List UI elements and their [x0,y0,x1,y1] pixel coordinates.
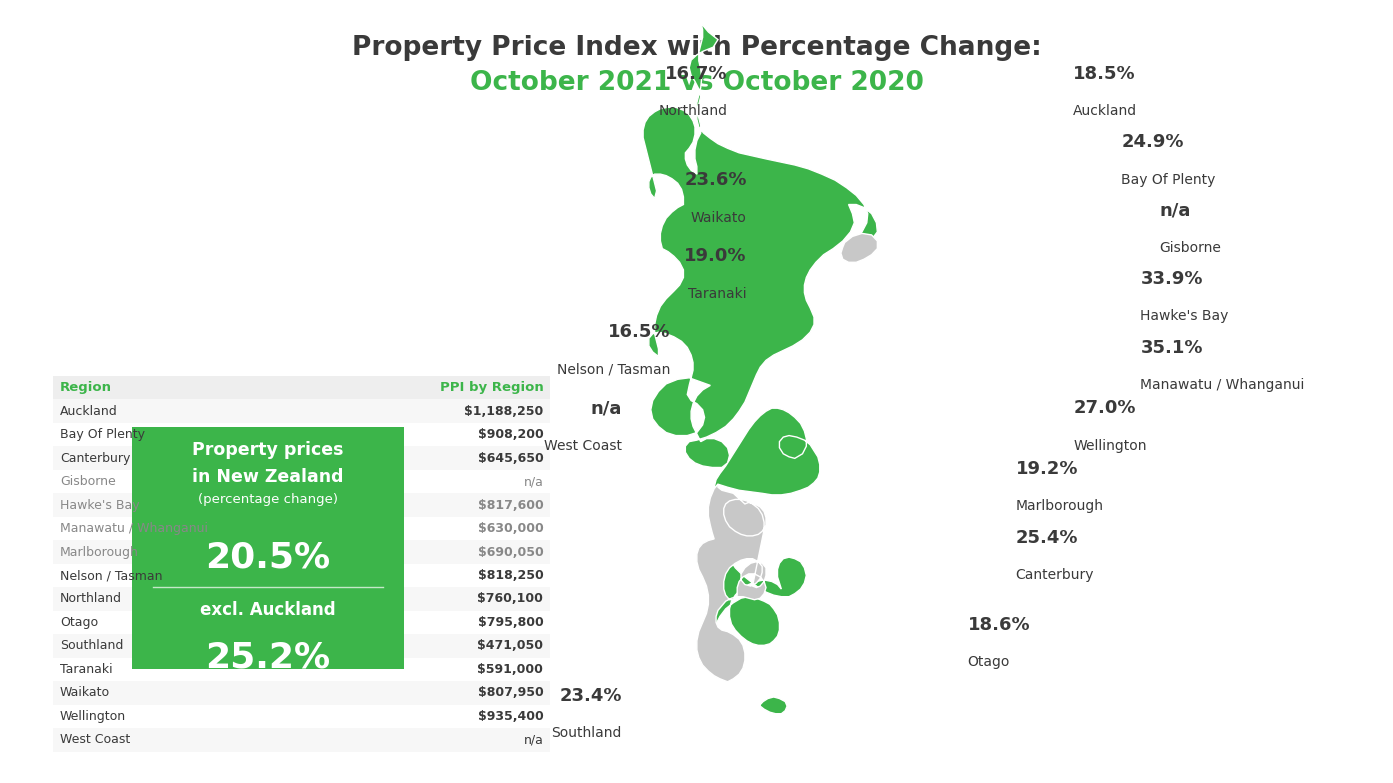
Text: n/a: n/a [524,734,543,746]
Text: $471,050: $471,050 [478,640,543,652]
Text: Wellington: Wellington [60,710,125,723]
Text: Marlborough: Marlborough [60,546,139,558]
Text: $908,200: $908,200 [478,428,543,441]
Text: Property Price Index with Percentage Change:: Property Price Index with Percentage Cha… [351,35,1042,61]
Text: 18.5%: 18.5% [1073,65,1135,83]
Text: $818,250: $818,250 [478,569,543,582]
Text: West Coast: West Coast [545,438,623,453]
Text: excl. Auckland: excl. Auckland [201,601,336,619]
Text: West Coast: West Coast [60,734,130,746]
FancyBboxPatch shape [53,681,550,705]
Text: 19.0%: 19.0% [684,247,747,265]
Text: 25.2%: 25.2% [206,640,330,674]
FancyBboxPatch shape [53,634,550,658]
Polygon shape [696,408,819,682]
Text: 33.9%: 33.9% [1141,270,1204,288]
Text: Nelson / Tasman: Nelson / Tasman [60,569,163,582]
Text: Auckland: Auckland [1073,104,1137,118]
FancyBboxPatch shape [53,399,550,423]
Text: Taranaki: Taranaki [60,663,113,676]
Text: Manawatu / Whanganui: Manawatu / Whanganui [60,522,208,535]
Text: $817,600: $817,600 [478,499,543,511]
Text: Taranaki: Taranaki [688,287,747,301]
Text: $807,950: $807,950 [478,687,543,699]
Text: Canterbury: Canterbury [1015,568,1094,582]
Text: $935,400: $935,400 [478,710,543,723]
Text: Northland: Northland [659,104,727,118]
FancyBboxPatch shape [53,376,550,399]
Text: Waikato: Waikato [691,211,747,225]
Text: Hawke's Bay: Hawke's Bay [60,499,139,511]
Text: Otago: Otago [60,616,98,629]
Text: Canterbury: Canterbury [60,452,131,464]
Text: October 2021 vs October 2020: October 2021 vs October 2020 [469,70,924,96]
Text: 24.9%: 24.9% [1121,133,1184,151]
Text: Bay Of Plenty: Bay Of Plenty [60,428,145,441]
Text: Wellington: Wellington [1073,438,1146,453]
FancyBboxPatch shape [53,728,550,752]
Text: Marlborough: Marlborough [1015,500,1103,514]
Text: Region: Region [60,381,111,394]
Polygon shape [841,233,878,262]
Text: 16.7%: 16.7% [664,65,727,83]
Text: Manawatu / Whanganui: Manawatu / Whanganui [1141,378,1305,392]
Text: 20.5%: 20.5% [206,540,330,574]
Text: $795,800: $795,800 [478,616,543,629]
FancyBboxPatch shape [53,587,550,611]
Text: 16.5%: 16.5% [607,323,670,341]
FancyBboxPatch shape [132,427,404,669]
Text: Gisborne: Gisborne [1159,241,1222,255]
Text: Bay Of Plenty: Bay Of Plenty [1121,172,1216,186]
Text: n/a: n/a [591,399,623,417]
Text: 25.4%: 25.4% [1015,529,1078,547]
Text: $760,100: $760,100 [478,593,543,605]
Text: Property prices: Property prices [192,441,344,459]
Text: Southland: Southland [552,726,623,740]
Text: in New Zealand: in New Zealand [192,468,344,486]
Text: n/a: n/a [1159,202,1191,220]
Text: (percentage change): (percentage change) [198,493,338,507]
Text: Nelson / Tasman: Nelson / Tasman [557,363,670,377]
Text: 23.6%: 23.6% [684,171,747,189]
FancyBboxPatch shape [53,493,550,517]
Polygon shape [696,484,766,682]
Text: Auckland: Auckland [60,405,117,417]
Text: $630,000: $630,000 [478,522,543,535]
Text: 35.1%: 35.1% [1141,338,1204,356]
Polygon shape [644,20,878,467]
Text: 23.4%: 23.4% [560,687,623,705]
Text: $645,650: $645,650 [478,452,543,464]
Text: Gisborne: Gisborne [60,475,116,488]
Text: Southland: Southland [60,640,123,652]
Text: Otago: Otago [968,655,1010,669]
Text: n/a: n/a [524,475,543,488]
Text: 27.0%: 27.0% [1073,399,1135,417]
Text: $1,188,250: $1,188,250 [464,405,543,417]
Text: $591,000: $591,000 [478,663,543,676]
Text: Hawke's Bay: Hawke's Bay [1141,309,1229,323]
FancyBboxPatch shape [53,446,550,470]
Text: Waikato: Waikato [60,687,110,699]
Text: Northland: Northland [60,593,123,605]
Polygon shape [761,697,787,714]
Text: $690,050: $690,050 [478,546,543,558]
Text: PPI by Region: PPI by Region [440,381,543,394]
Text: 18.6%: 18.6% [968,616,1031,634]
Text: 19.2%: 19.2% [1015,460,1078,478]
FancyBboxPatch shape [53,540,550,564]
